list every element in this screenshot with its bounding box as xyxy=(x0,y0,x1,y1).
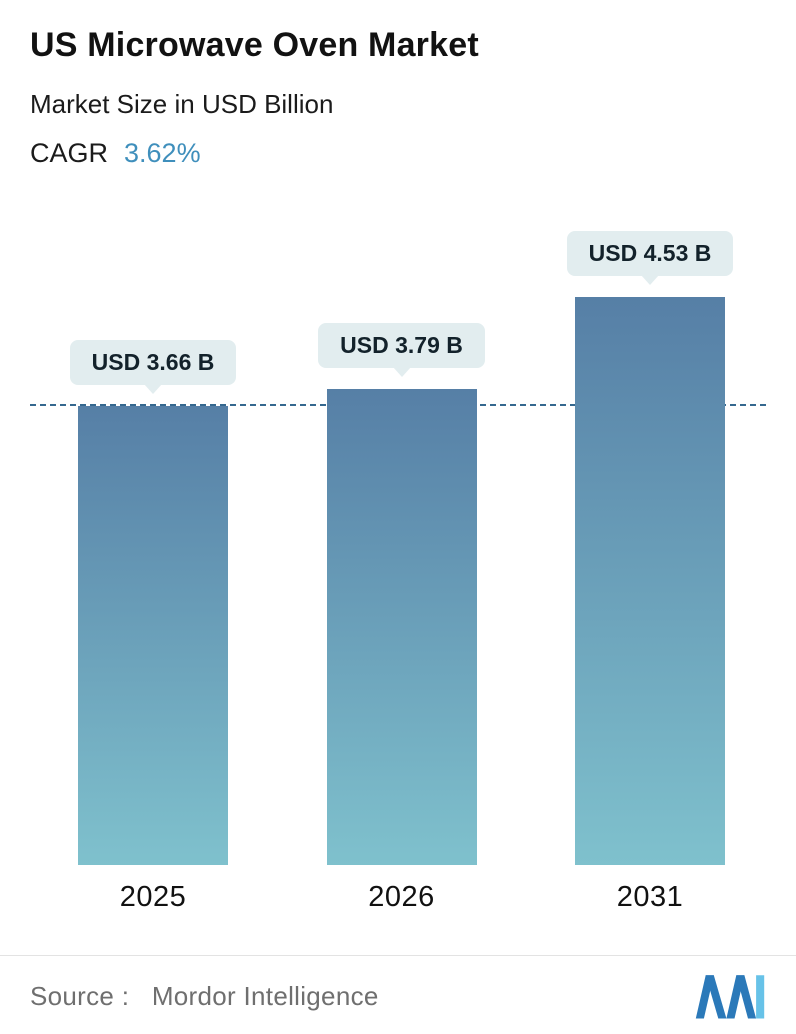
x-axis-label: 2031 xyxy=(616,881,684,913)
source-value: Mordor Intelligence xyxy=(151,980,379,1011)
page-title: US Microwave Oven Market xyxy=(30,26,479,64)
source-label: Source : xyxy=(30,980,130,1011)
bar xyxy=(575,297,725,865)
bar xyxy=(326,389,477,865)
bar-column: USD 4.53 B xyxy=(566,231,734,865)
x-axis-label: 2025 xyxy=(119,881,187,913)
chart-header: US Microwave Oven Market Market Size in … xyxy=(0,0,796,169)
chart-subtitle: Market Size in USD Billion xyxy=(30,89,334,119)
x-axis-labels: 2025 2026 2031 xyxy=(0,881,796,914)
logo-shape xyxy=(705,975,727,1019)
bar xyxy=(78,406,228,865)
bar-value-label: USD 3.79 B xyxy=(318,323,485,368)
bar-column: USD 3.79 B xyxy=(318,323,485,865)
bar-chart: USD 3.66 B USD 3.79 B USD 4.53 B 2025 2026 2… xyxy=(0,225,796,914)
x-axis-label: 2026 xyxy=(368,881,435,913)
mordor-intelligence-logo xyxy=(695,975,765,1019)
plot-area: USD 3.66 B USD 3.79 B USD 4.53 B xyxy=(0,225,796,865)
source-text: Source : Mordor Intelligence xyxy=(30,981,379,1012)
logo-shape xyxy=(736,975,757,1019)
bar-value-label: USD 4.53 B xyxy=(566,231,734,276)
cagr-label: CAGR xyxy=(30,138,109,168)
cagr-row: CAGR 3.62% xyxy=(30,138,766,169)
cagr-value: 3.62% xyxy=(124,138,201,168)
bar-value-label: USD 3.66 B xyxy=(69,340,237,385)
footer: Source : Mordor Intelligence xyxy=(0,955,796,1034)
bar-column: USD 3.66 B xyxy=(69,340,237,865)
logo-shape xyxy=(756,975,765,1019)
